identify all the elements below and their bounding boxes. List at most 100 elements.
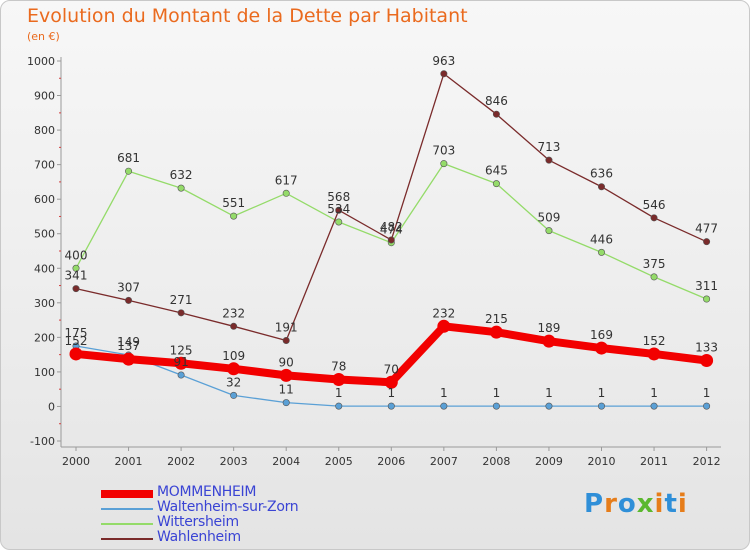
data-point xyxy=(177,184,185,192)
data-label: 1 xyxy=(650,386,658,400)
x-tick-label: 2005 xyxy=(325,455,353,468)
logo-letter: P xyxy=(584,489,605,519)
data-label: 133 xyxy=(695,341,718,355)
data-point xyxy=(440,160,448,168)
data-label: 632 xyxy=(170,168,193,182)
proxiti-logo: Proxiti xyxy=(584,489,688,519)
data-point xyxy=(332,373,346,387)
data-point xyxy=(703,402,711,410)
x-tick-label: 2011 xyxy=(640,455,668,468)
data-label: 232 xyxy=(222,306,245,320)
data-label: 477 xyxy=(695,222,718,236)
y-tick-label: 200 xyxy=(34,331,55,344)
data-label: 446 xyxy=(590,232,613,246)
data-label: 169 xyxy=(590,328,613,342)
data-point xyxy=(437,319,451,333)
data-label: 32 xyxy=(226,375,241,389)
data-label: 645 xyxy=(485,164,508,178)
y-tick-label: 100 xyxy=(34,366,55,379)
data-label: 341 xyxy=(65,269,88,283)
data-point xyxy=(650,402,658,410)
x-tick-label: 2008 xyxy=(482,455,510,468)
legend-swatch xyxy=(101,538,153,540)
data-label: 551 xyxy=(222,196,245,210)
data-point xyxy=(647,347,661,361)
legend-label: Waltenheim-sur-Zorn xyxy=(157,499,299,515)
data-point xyxy=(384,375,398,389)
legend-item: Waltenheim-sur-Zorn xyxy=(101,499,361,516)
y-tick-label: 0 xyxy=(48,400,55,413)
data-label: 703 xyxy=(432,144,455,158)
data-point xyxy=(597,402,605,410)
data-label: 91 xyxy=(173,355,188,369)
x-tick-label: 2007 xyxy=(430,455,458,468)
data-point xyxy=(174,356,188,370)
y-tick-label: 300 xyxy=(34,297,55,310)
legend-swatch xyxy=(101,523,153,525)
data-point xyxy=(387,236,395,244)
data-label: 137 xyxy=(117,339,140,353)
data-point xyxy=(597,183,605,191)
data-point xyxy=(177,309,185,317)
data-label: 482 xyxy=(380,220,403,234)
data-point xyxy=(230,391,238,399)
data-label: 681 xyxy=(117,151,140,165)
data-label: 152 xyxy=(643,334,666,348)
y-tick-label: 1000 xyxy=(27,55,55,68)
legend-item: Wahlenheim xyxy=(101,529,361,546)
x-tick-label: 2003 xyxy=(220,455,248,468)
data-point xyxy=(282,189,290,197)
y-tick-label: 600 xyxy=(34,193,55,206)
data-point xyxy=(279,368,293,382)
legend-label: Wittersheim xyxy=(157,514,239,530)
logo-letter: i xyxy=(677,489,688,519)
x-tick-label: 2001 xyxy=(115,455,143,468)
data-point xyxy=(545,402,553,410)
data-label: 1 xyxy=(387,386,395,400)
data-label: 109 xyxy=(222,349,245,363)
y-tick-label: 800 xyxy=(34,124,55,137)
data-label: 1 xyxy=(335,386,343,400)
data-label: 713 xyxy=(537,140,560,154)
data-label: 1 xyxy=(493,386,501,400)
data-label: 191 xyxy=(275,320,298,334)
legend-item: MOMMENHEIM xyxy=(101,484,361,501)
y-tick-label: 400 xyxy=(34,262,55,275)
data-point xyxy=(69,347,83,361)
data-point xyxy=(492,402,500,410)
x-tick-label: 2009 xyxy=(535,455,563,468)
data-point xyxy=(545,227,553,235)
data-point xyxy=(650,214,658,222)
y-tick-label: 700 xyxy=(34,159,55,172)
logo-letter: x xyxy=(636,489,655,519)
y-tick-label: -100 xyxy=(30,435,55,448)
data-label: 1 xyxy=(598,386,606,400)
data-label: 78 xyxy=(331,360,346,374)
x-tick-label: 2004 xyxy=(272,455,300,468)
y-tick-label: 900 xyxy=(34,90,55,103)
data-point xyxy=(177,371,185,379)
data-label: 474 xyxy=(380,223,403,237)
logo-letter: o xyxy=(617,489,637,519)
legend-label: MOMMENHEIM xyxy=(157,484,257,500)
data-point xyxy=(703,295,711,303)
data-label: 1 xyxy=(545,386,553,400)
data-label: 568 xyxy=(327,190,350,204)
data-point xyxy=(122,352,136,366)
data-label: 546 xyxy=(643,198,666,212)
y-tick-label: 500 xyxy=(34,228,55,241)
data-point xyxy=(492,180,500,188)
data-point xyxy=(335,206,343,214)
data-label: 189 xyxy=(537,321,560,335)
data-point xyxy=(230,212,238,220)
x-tick-label: 2006 xyxy=(377,455,405,468)
data-point xyxy=(700,354,714,368)
data-label: 70 xyxy=(384,362,399,376)
data-point xyxy=(440,70,448,78)
logo-letter: t xyxy=(664,489,678,519)
data-point xyxy=(492,110,500,118)
data-label: 149 xyxy=(117,335,140,349)
legend-label: Wahlenheim xyxy=(157,529,241,545)
data-label: 636 xyxy=(590,167,613,181)
